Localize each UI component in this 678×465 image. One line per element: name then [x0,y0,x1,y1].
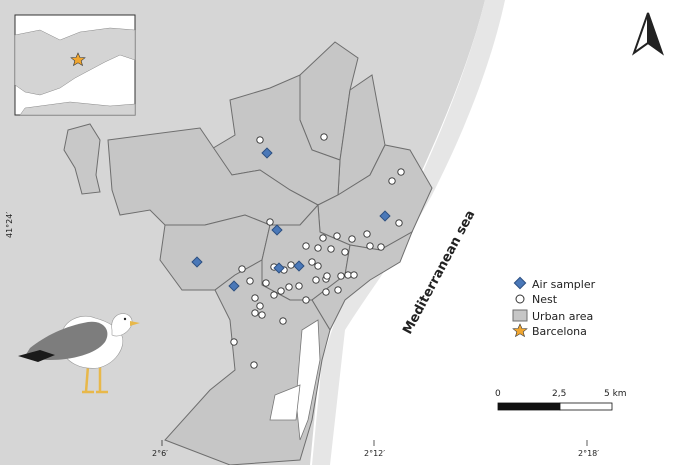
scale-label-5km: 5 km [604,389,627,399]
air-sampler-point [293,260,305,272]
nest-point [363,230,371,238]
air-sampler-point [379,210,391,222]
air-sampler-point [191,256,203,268]
nest-point [302,242,310,250]
air-sampler-point [228,280,240,292]
gull-illustration [18,313,140,394]
nest-point [334,286,342,294]
lon-tick-label: 2°12′ [364,449,385,458]
nest-point [246,277,254,285]
nest-point [323,272,331,280]
lon-tick-label: 2°6′ [152,449,168,458]
nest-point [238,265,246,273]
nest-point [250,361,258,369]
nest-point [295,282,303,290]
nest-point [320,133,328,141]
lat-tick-label: 41°24′ [5,212,14,238]
nest-point [302,296,310,304]
legend: Air sampler Nest Urban area Barcelona [512,276,596,338]
nest-point [230,338,238,346]
air-sampler-point [271,224,283,236]
nest-point [312,276,320,284]
nest-point [366,242,374,250]
legend-nest-label: Nest [532,293,558,306]
nest-point [350,271,358,279]
nest-point [348,235,356,243]
air-sampler-points [191,147,391,292]
nest-point [251,294,259,302]
nest-point [256,302,264,310]
nest-point [314,262,322,270]
nest-point [322,288,330,296]
nest-point [395,219,403,227]
nest-point [397,168,405,176]
nest-point [287,261,295,269]
scale-label-0: 0 [495,389,501,399]
nest-point [344,271,352,279]
port-structures [269,319,321,441]
nest-point [319,234,327,242]
nest-point [333,232,341,240]
nest-point [327,245,335,253]
nest-points [230,133,405,369]
nest-point [266,218,274,226]
nest-point [388,177,396,185]
legend-air-sampler-label: Air sampler [532,278,596,291]
nest-point [279,317,287,325]
nest-point [251,309,259,317]
nest-point [337,272,345,280]
air-sampler-point [273,262,285,274]
legend-urban-area-symbol [512,309,528,322]
lon-ticks [161,440,588,446]
air-sampler-point [261,147,273,159]
barcelona-star-inset [70,52,86,67]
nest-point [258,311,266,319]
district-center-2 [311,230,413,332]
nest-point [341,248,349,256]
nest-point [308,258,316,266]
nest-point [262,279,270,287]
nest-point [377,243,385,251]
legend-nest-symbol [515,294,525,304]
urban-area [107,41,433,465]
nest-point [277,287,285,295]
scale-label-2-5: 2,5 [552,389,566,399]
legend-air-sampler-symbol [513,276,527,290]
scale-bar: 0 2,5 5 km [495,389,627,411]
legend-barcelona-symbol [512,323,528,338]
inset-map [14,14,136,116]
legend-urban-area-label: Urban area [532,310,593,323]
west-landmass [63,123,101,195]
north-arrow-icon [632,12,664,56]
lon-tick-label: 2°18′ [578,449,599,458]
nest-point [314,244,322,252]
nest-point [270,291,278,299]
legend-barcelona-label: Barcelona [532,325,587,338]
nest-point [256,136,264,144]
nest-point [285,283,293,291]
